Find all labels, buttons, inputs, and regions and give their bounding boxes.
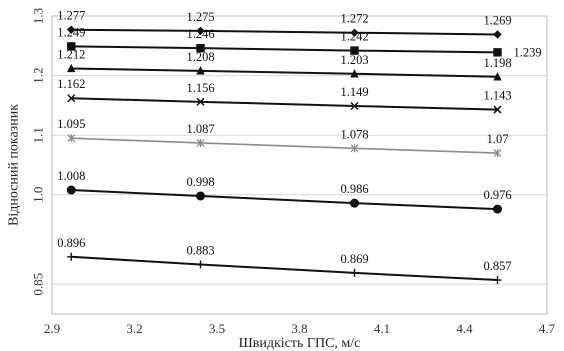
y-axis-title: Відносний показник bbox=[7, 104, 22, 226]
y-tick-label: 1.2 bbox=[31, 67, 46, 83]
data-label: 0.986 bbox=[340, 182, 368, 196]
x-marker bbox=[493, 105, 502, 114]
x-axis-title: Швидкість ГПС, м/с bbox=[239, 336, 361, 351]
data-label: 1.198 bbox=[483, 56, 511, 70]
data-label: 1.07 bbox=[487, 132, 509, 146]
series-5 bbox=[67, 134, 502, 158]
y-tick-label: 1.0 bbox=[31, 187, 46, 203]
star-marker bbox=[67, 134, 76, 143]
series-group bbox=[66, 25, 502, 285]
x-tick-label: 4.7 bbox=[539, 321, 556, 336]
data-label: 1.249 bbox=[57, 25, 85, 39]
diamond-marker bbox=[196, 26, 205, 36]
grid-lines bbox=[52, 15, 547, 285]
series-3 bbox=[67, 63, 502, 81]
data-label: 1.246 bbox=[186, 27, 214, 41]
data-label: 1.269 bbox=[483, 13, 511, 27]
data-label: 1.162 bbox=[57, 77, 85, 91]
star-marker bbox=[350, 144, 359, 153]
star-marker bbox=[493, 149, 502, 158]
x-tick-label: 3.2 bbox=[126, 321, 142, 336]
data-label: 0.976 bbox=[483, 188, 511, 202]
series-line bbox=[71, 97, 498, 111]
star-marker bbox=[196, 138, 205, 147]
data-label: 0.998 bbox=[186, 175, 214, 189]
data-label: 1.212 bbox=[57, 47, 85, 61]
x-tick-label: 4.4 bbox=[456, 321, 473, 336]
data-labels: 1.277 1.275 1.272 1.269 1.249 1.246 1.242 1.239… bbox=[57, 9, 541, 273]
data-label: 1.272 bbox=[340, 12, 368, 26]
diamond-marker bbox=[350, 28, 359, 37]
data-label: 1.203 bbox=[340, 53, 368, 67]
data-label: 1.239 bbox=[513, 45, 541, 59]
x-tick-label: 2.9 bbox=[44, 321, 60, 336]
x-marker bbox=[350, 101, 359, 111]
plus-marker bbox=[350, 268, 359, 277]
series-4 bbox=[67, 94, 502, 114]
data-label: 1.095 bbox=[57, 117, 85, 131]
series-line bbox=[71, 189, 498, 211]
y-axis-ticks: 0.85 1.0 1.1 1.2 1.3 bbox=[31, 8, 46, 296]
data-label: 0.857 bbox=[483, 259, 511, 273]
series-7 bbox=[67, 252, 502, 285]
data-label: 1.277 bbox=[57, 9, 85, 23]
series-line bbox=[71, 67, 498, 78]
x-tick-label: 3.8 bbox=[291, 321, 307, 336]
x-marker bbox=[196, 97, 205, 106]
series-1 bbox=[67, 25, 502, 39]
data-label: 1.208 bbox=[186, 50, 214, 64]
square-marker bbox=[350, 46, 359, 55]
circle-marker bbox=[66, 185, 76, 195]
data-label: 0.869 bbox=[340, 252, 368, 266]
triangle-marker bbox=[493, 72, 502, 81]
plus-marker bbox=[196, 260, 205, 269]
triangle-marker bbox=[67, 63, 76, 73]
data-label: 1.242 bbox=[340, 30, 368, 44]
series-6 bbox=[66, 185, 502, 214]
data-label: 1.156 bbox=[186, 81, 214, 95]
plot-area-frame bbox=[51, 15, 548, 315]
diamond-marker bbox=[493, 30, 502, 39]
data-label: 1.149 bbox=[340, 85, 368, 99]
x-tick-label: 3.5 bbox=[209, 321, 225, 336]
x-axis-ticks: 2.9 3.2 3.5 3.8 4.1 4.4 4.7 bbox=[44, 321, 556, 336]
square-marker bbox=[196, 43, 205, 53]
data-label: 1.008 bbox=[57, 169, 85, 183]
x-marker bbox=[67, 94, 76, 103]
circle-marker bbox=[350, 198, 359, 208]
diamond-marker bbox=[67, 25, 76, 34]
series-line bbox=[71, 255, 498, 282]
triangle-marker bbox=[196, 66, 205, 75]
data-label: 1.078 bbox=[340, 127, 368, 141]
plus-marker bbox=[493, 276, 502, 285]
data-label: 1.275 bbox=[186, 10, 214, 24]
y-tick-label: 1.1 bbox=[31, 127, 46, 143]
data-label: 0.883 bbox=[186, 244, 214, 258]
plus-marker bbox=[67, 252, 76, 261]
square-marker bbox=[67, 42, 76, 51]
triangle-marker bbox=[350, 69, 359, 78]
y-tick-label: 1.3 bbox=[31, 8, 46, 24]
series-2 bbox=[67, 42, 502, 57]
series-line bbox=[71, 45, 498, 54]
circle-marker bbox=[196, 191, 205, 201]
square-marker bbox=[493, 48, 502, 57]
x-tick-label: 4.1 bbox=[374, 321, 390, 336]
series-line bbox=[71, 28, 498, 36]
data-label: 1.143 bbox=[483, 89, 511, 103]
y-tick-label: 0.85 bbox=[31, 273, 46, 296]
circle-marker bbox=[493, 204, 502, 214]
data-label: 0.896 bbox=[57, 236, 85, 250]
series-line bbox=[71, 137, 498, 154]
data-label: 1.087 bbox=[186, 122, 214, 136]
